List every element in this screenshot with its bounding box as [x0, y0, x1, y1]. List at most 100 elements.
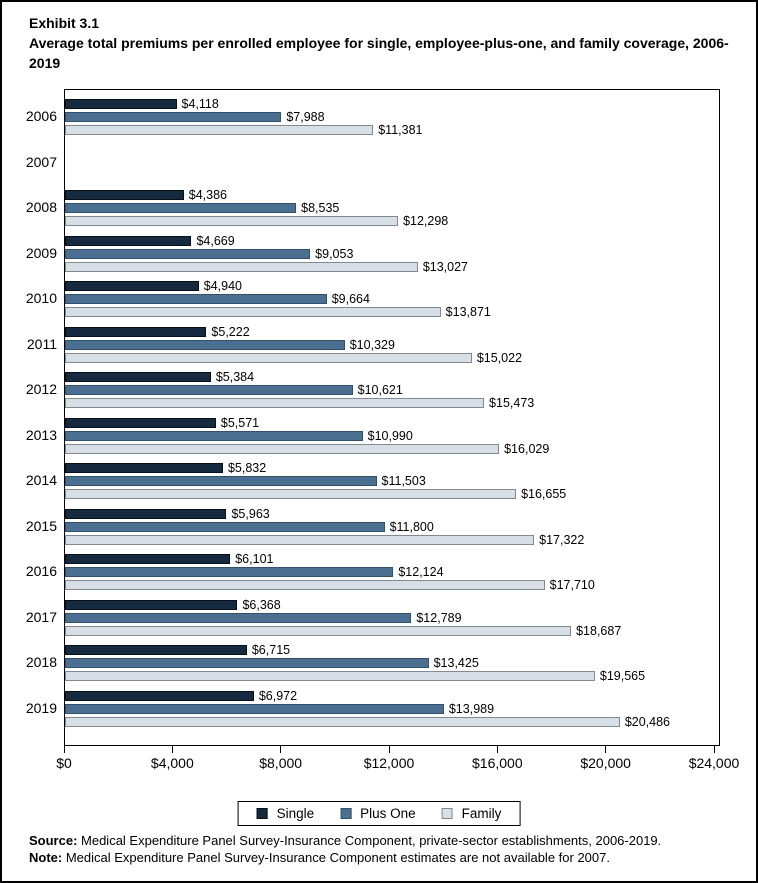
bar-value-label: $5,571	[220, 415, 260, 430]
axis-tick	[605, 746, 607, 753]
axis-tick	[171, 746, 173, 753]
year-label-2010: 2010	[25, 290, 57, 306]
bar-value-label: $9,053	[315, 246, 354, 261]
year-label-2016: 2016	[25, 563, 57, 579]
bar-family-2006	[65, 125, 374, 135]
bar-family-2015	[65, 534, 535, 545]
bar-value-label: $7,988	[286, 110, 325, 124]
bar-value-label: $5,832	[227, 461, 267, 475]
bar-value-label: $5,222	[211, 324, 250, 339]
bar-plus-one-2009	[65, 248, 311, 259]
bar-value-label: $4,118	[181, 97, 219, 111]
bar-single-2016	[65, 554, 231, 564]
bar-value-label: $16,655	[521, 487, 567, 501]
bar-value-label: $4,386	[188, 188, 228, 202]
bar-value-label: $16,029	[504, 441, 550, 456]
bar-plus-one-2008	[65, 203, 297, 213]
bar-value-label: $10,329	[349, 337, 395, 352]
source-label: Source:	[29, 833, 78, 848]
axis-tick-label: $8,000	[259, 755, 303, 771]
year-label-2018: 2018	[25, 654, 57, 670]
bar-family-2012	[65, 398, 485, 408]
year-label-2015: 2015	[25, 517, 57, 534]
bar-plus-one-2018	[65, 658, 429, 668]
bar-single-2014	[65, 463, 223, 473]
source-text: Medical Expenditure Panel Survey-Insuran…	[77, 833, 662, 848]
bar-value-label: $12,298	[403, 214, 449, 228]
bar-value-label: $5,963	[231, 506, 270, 521]
bar-family-2018	[65, 671, 595, 681]
year-label-2014: 2014	[25, 472, 57, 488]
axis-tick-label: $24,000	[688, 755, 740, 771]
year-label-2012: 2012	[25, 381, 57, 397]
bar-plus-one-2006	[65, 112, 282, 122]
year-label-2008: 2008	[25, 199, 57, 215]
bar-family-2014	[65, 489, 517, 499]
bar-single-2010	[65, 281, 199, 291]
bar-plus-one-2014	[65, 476, 377, 486]
bar-single-2006	[65, 99, 177, 109]
bar-value-label: $4,669	[196, 233, 235, 248]
bar-single-2018	[65, 645, 247, 655]
bar-family-2013	[65, 443, 500, 454]
note-text: Medical Expenditure Panel Survey-Insuran…	[62, 850, 610, 865]
title-block: Exhibit 3.1 Average total premiums per e…	[29, 13, 735, 73]
bar-single-2017	[65, 599, 238, 610]
legend-item-single: Single	[256, 806, 314, 821]
chart-title: Average total premiums per enrolled empl…	[29, 35, 729, 71]
bar-value-label: $10,621	[357, 383, 403, 397]
axis-tick	[496, 746, 498, 753]
bar-value-label: $15,473	[489, 396, 535, 410]
bar-family-2011	[65, 352, 472, 363]
legend-item-plus-one: Plus One	[340, 806, 416, 821]
source-line: Source: Medical Expenditure Panel Survey…	[29, 832, 739, 849]
bar-value-label: $5,384	[215, 370, 255, 384]
bar-plus-one-2017	[65, 612, 412, 623]
axis-tick-label: $16,000	[472, 755, 523, 771]
bar-single-2013	[65, 417, 216, 428]
year-label-2019: 2019	[25, 699, 57, 716]
axis-tick-label: $20,000	[580, 755, 631, 771]
bar-family-2008	[65, 216, 399, 226]
bar-value-label: $13,871	[445, 305, 491, 319]
axis-tick-label: $0	[56, 755, 72, 771]
bar-plus-one-2011	[65, 339, 345, 350]
bar-value-label: $13,027	[422, 259, 468, 274]
bar-plus-one-2010	[65, 294, 327, 304]
bar-value-label: $17,322	[539, 532, 585, 547]
bar-value-label: $9,664	[331, 292, 370, 306]
bar-value-label: $20,486	[624, 714, 671, 729]
axis-tick-label: $12,000	[363, 755, 415, 771]
bar-value-label: $11,381	[378, 123, 423, 137]
year-label-2017: 2017	[25, 608, 57, 625]
legend-label: Family	[461, 806, 502, 821]
legend-label: Plus One	[360, 806, 416, 821]
axis-tick	[388, 746, 390, 753]
bar-value-label: $4,940	[203, 279, 243, 293]
axis-tick-label: $4,000	[150, 755, 194, 771]
bar-value-label: $8,535	[301, 201, 340, 215]
axis-tick	[63, 746, 65, 753]
bar-family-2010	[65, 307, 441, 317]
legend-item-family: Family	[441, 806, 502, 821]
exhibit-number: Exhibit 3.1	[29, 15, 100, 31]
bar-family-2017	[65, 625, 572, 636]
legend-swatch-icon	[256, 808, 268, 819]
bar-plus-one-2016	[65, 567, 394, 577]
legend-swatch-icon	[340, 808, 352, 819]
bar-value-label: $19,565	[599, 669, 646, 683]
bar-family-2009	[65, 261, 418, 272]
year-label-2006: 2006	[25, 108, 57, 124]
bar-value-label: $13,989	[448, 701, 495, 716]
bar-single-2019	[65, 690, 254, 701]
bar-plus-one-2013	[65, 430, 363, 441]
bar-value-label: $11,503	[381, 474, 426, 488]
bar-value-label: $6,101	[235, 552, 274, 566]
bar-family-2019	[65, 716, 620, 727]
footer: Source: Medical Expenditure Panel Survey…	[29, 832, 739, 866]
bar-single-2011	[65, 326, 207, 337]
bar-plus-one-2012	[65, 385, 353, 395]
note-label: Note:	[29, 850, 63, 865]
year-label-2013: 2013	[25, 426, 57, 443]
